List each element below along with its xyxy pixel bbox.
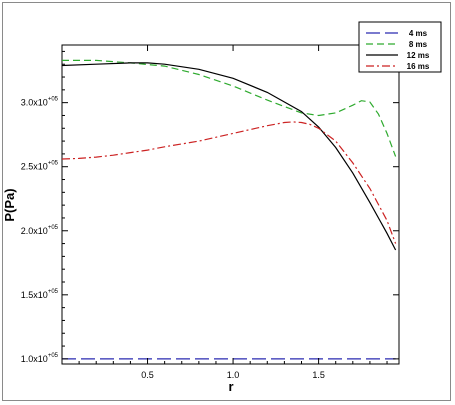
y-tick-label-base: 1.5x10 — [21, 290, 48, 300]
x-tick-label: 0.5 — [141, 370, 154, 380]
series-layer — [62, 59, 397, 360]
legend-box — [358, 21, 442, 73]
x-tick-label: 1.0 — [227, 370, 240, 380]
legend-label: 8 ms — [409, 40, 428, 49]
x-axis-ticks: 0.5 1.0 1.5 — [78, 45, 388, 380]
y-tick-label-exponent: +05 — [48, 161, 59, 167]
series-line-16-ms — [62, 121, 397, 244]
y-tick-label-exponent: +05 — [48, 97, 59, 103]
y-axis-title: P(Pa) — [2, 188, 17, 221]
y-tick-label-base: 2.0x10 — [21, 226, 48, 236]
legend-label: 12 ms — [407, 51, 430, 60]
plot-area — [61, 44, 400, 365]
x-tick-label: 1.5 — [312, 370, 325, 380]
plot-border — [61, 44, 400, 365]
y-tick-label-base: 1.0x10 — [21, 354, 48, 364]
legend-label: 4 ms — [409, 29, 428, 38]
legend: 4 ms 8 ms 12 ms 16 ms — [358, 21, 442, 73]
y-tick-label-exponent: +05 — [48, 353, 59, 359]
y-tick-label-exponent: +05 — [48, 289, 59, 295]
series-line-12-ms — [62, 62, 397, 251]
y-tick-label: 3.0x10+05 — [21, 97, 59, 108]
legend-label: 16 ms — [407, 62, 430, 71]
x-axis-title: r — [228, 379, 233, 394]
y-tick-label: 2.0x10+05 — [21, 225, 59, 236]
y-tick-label-base: 2.5x10 — [21, 162, 48, 172]
y-tick-label: 1.5x10+05 — [21, 289, 59, 300]
y-tick-label-base: 3.0x10 — [21, 98, 48, 108]
y-tick-label: 2.5x10+05 — [21, 161, 59, 172]
y-tick-label: 1.0x10+05 — [21, 353, 59, 364]
series-line-8-ms — [62, 59, 397, 157]
y-axis-ticks: 1.0x10+051.5x10+052.0x10+052.5x10+053.0x… — [21, 50, 399, 364]
y-tick-label-exponent: +05 — [48, 225, 59, 231]
